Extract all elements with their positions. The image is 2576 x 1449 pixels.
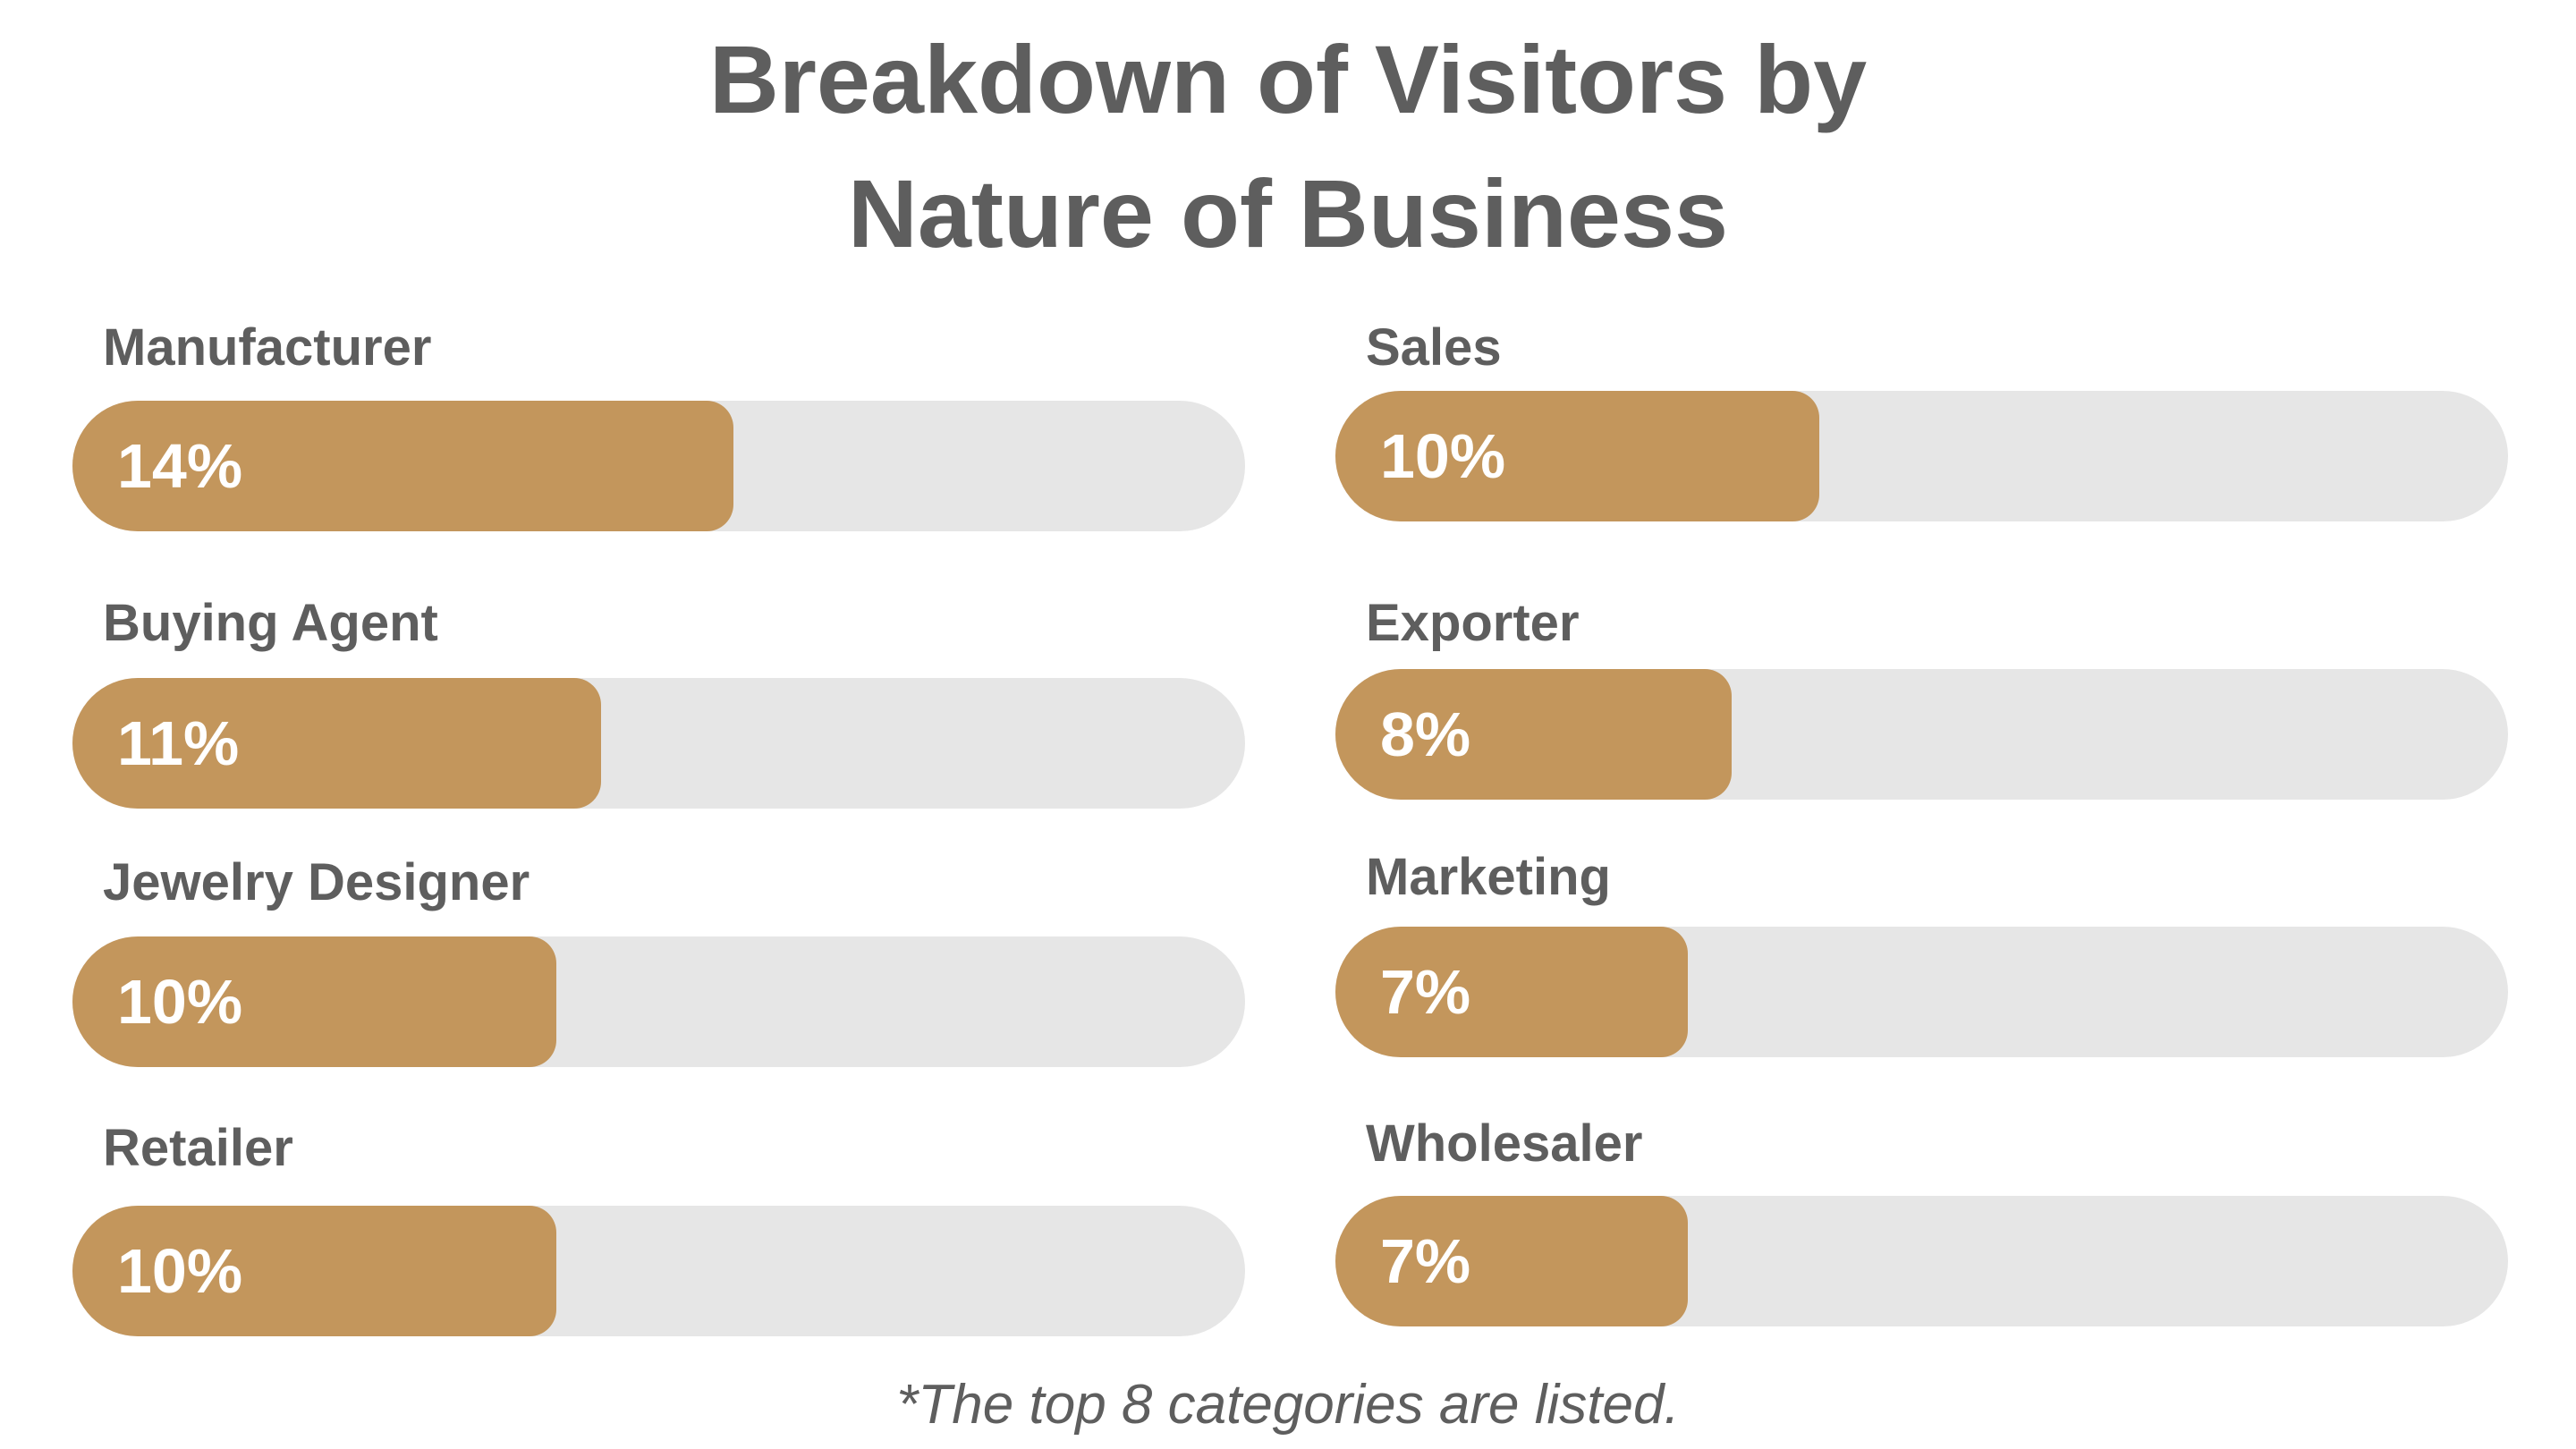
bar-value-label: 10%: [1380, 421, 1506, 491]
bar-label: Retailer: [103, 1119, 293, 1177]
bar-label: Sales: [1366, 318, 1502, 377]
bar-value-label: 8%: [1380, 699, 1471, 769]
bar-label: Jewelry Designer: [103, 853, 530, 911]
bar-label: Exporter: [1366, 594, 1580, 652]
bar-value-label: 7%: [1380, 957, 1471, 1027]
bar-fill: [72, 936, 557, 1067]
bar-track: 10%: [1335, 391, 2508, 521]
bar-value-label: 10%: [117, 1236, 243, 1306]
bar-track: 7%: [1335, 927, 2508, 1057]
bar-value-label: 14%: [117, 431, 243, 501]
bar-value-label: 7%: [1380, 1226, 1471, 1296]
bar-fill: [1335, 391, 1820, 521]
bar-fill: [72, 678, 601, 809]
bar-value-label: 11%: [117, 708, 240, 778]
bar-fill: [72, 401, 733, 531]
bar-fill: [1335, 1196, 1688, 1326]
bar-value-label: 10%: [117, 967, 243, 1037]
bar-fill: [72, 1206, 557, 1336]
bar-label: Wholesaler: [1366, 1114, 1643, 1173]
bar-track: 10%: [72, 936, 1245, 1067]
bar-track: 14%: [72, 401, 1245, 531]
bar-label: Marketing: [1366, 848, 1611, 906]
bar-track: 11%: [72, 678, 1245, 809]
bar-label: Manufacturer: [103, 318, 432, 377]
chart-title: Breakdown of Visitors by Nature of Busin…: [0, 13, 2576, 281]
bar-fill: [1335, 669, 1732, 800]
bar-label: Buying Agent: [103, 594, 438, 652]
bar-fill: [1335, 927, 1688, 1057]
footnote: *The top 8 categories are listed.: [896, 1374, 1680, 1436]
chart-title-line-2: Nature of Business: [847, 159, 1729, 267]
chart-title-line-1: Breakdown of Visitors by: [708, 25, 1868, 133]
bar-track: 10%: [72, 1206, 1245, 1336]
bar-track: 7%: [1335, 1196, 2508, 1326]
bar-track: 8%: [1335, 669, 2508, 800]
